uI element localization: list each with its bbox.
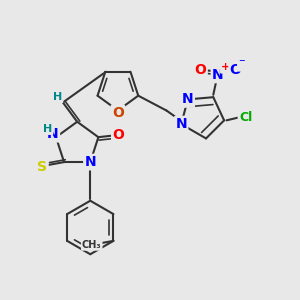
Text: N: N (212, 68, 224, 82)
Text: ⁻: ⁻ (238, 57, 245, 70)
Text: O: O (112, 106, 124, 120)
Text: N: N (47, 127, 59, 141)
Text: +: + (221, 62, 230, 73)
Text: N: N (182, 92, 194, 106)
Text: O: O (195, 62, 206, 76)
Text: O: O (112, 128, 124, 142)
Text: O: O (230, 62, 242, 76)
Text: N: N (85, 155, 96, 169)
Text: N: N (176, 117, 187, 131)
Text: S: S (38, 160, 47, 173)
Text: CH₃: CH₃ (82, 240, 102, 250)
Text: H: H (43, 124, 52, 134)
Text: H: H (53, 92, 62, 102)
Text: Cl: Cl (239, 111, 252, 124)
